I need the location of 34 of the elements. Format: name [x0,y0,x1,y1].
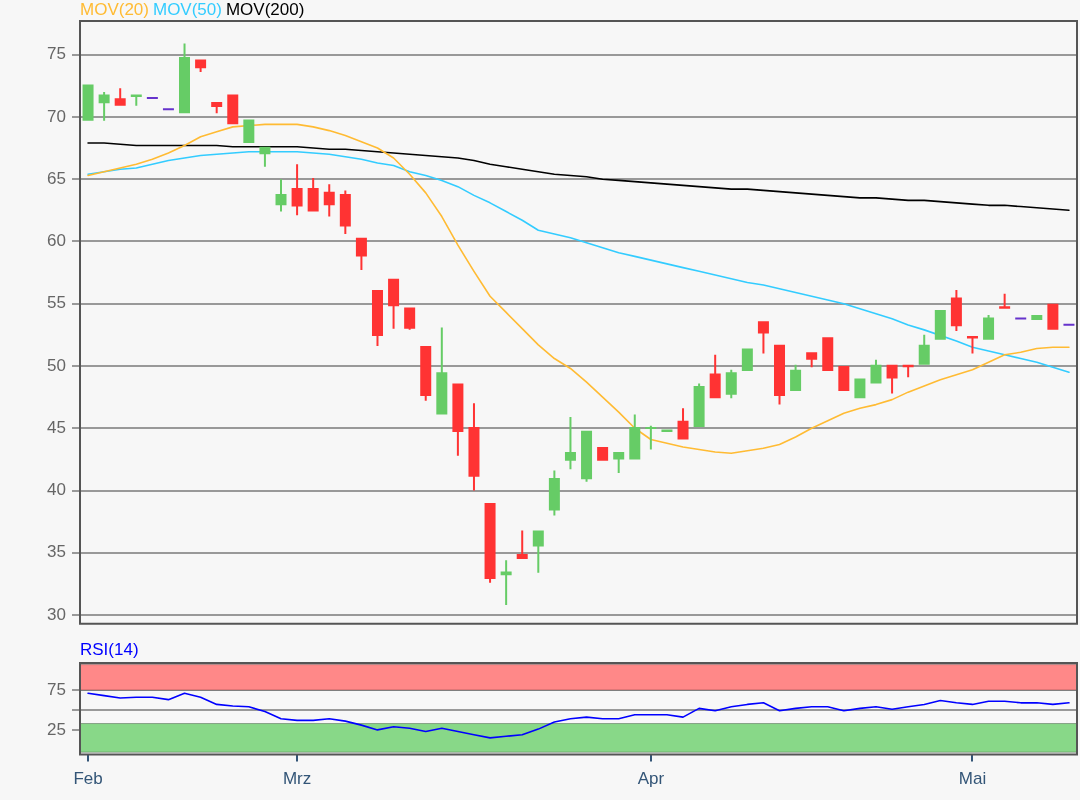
y-tick-label: 45 [47,417,66,437]
candlestick [806,352,818,368]
text: MOV(20) [80,0,149,19]
y-tick-label: 65 [47,168,66,188]
candlestick [532,530,544,573]
x-tick-label: Mai [958,769,987,789]
y-tick-label: 50 [47,355,66,375]
text: MOV(50) [152,0,222,19]
candlestick [757,321,769,354]
candlestick [564,417,576,470]
x-tick-label: Mrz [282,769,312,789]
candlestick [966,336,978,354]
y-tick-label: 25 [47,719,66,739]
candlestick [500,560,512,606]
y-tick-label: 70 [47,106,66,126]
candlestick [645,425,657,450]
candlestick [999,293,1011,309]
candlestick [146,96,158,99]
y-tick-label: 75 [47,679,66,699]
y-tick-label: 60 [47,231,66,251]
x-tick-label: Apr [637,769,665,789]
candlestick [98,91,110,121]
candlestick [114,88,126,106]
y-tick-label: 30 [47,604,66,624]
candlestick [516,530,528,560]
text: MOV(200) [225,0,305,19]
x-tick-label: Feb [73,769,103,789]
y-tick-label: 35 [47,542,66,562]
text: RSI(14) [80,640,139,659]
y-tick-label: 40 [47,480,66,500]
y-tick-label: 75 [47,44,66,64]
candlestick [1063,323,1075,326]
candlestick [130,94,142,106]
y-tick-label: 55 [47,293,66,313]
